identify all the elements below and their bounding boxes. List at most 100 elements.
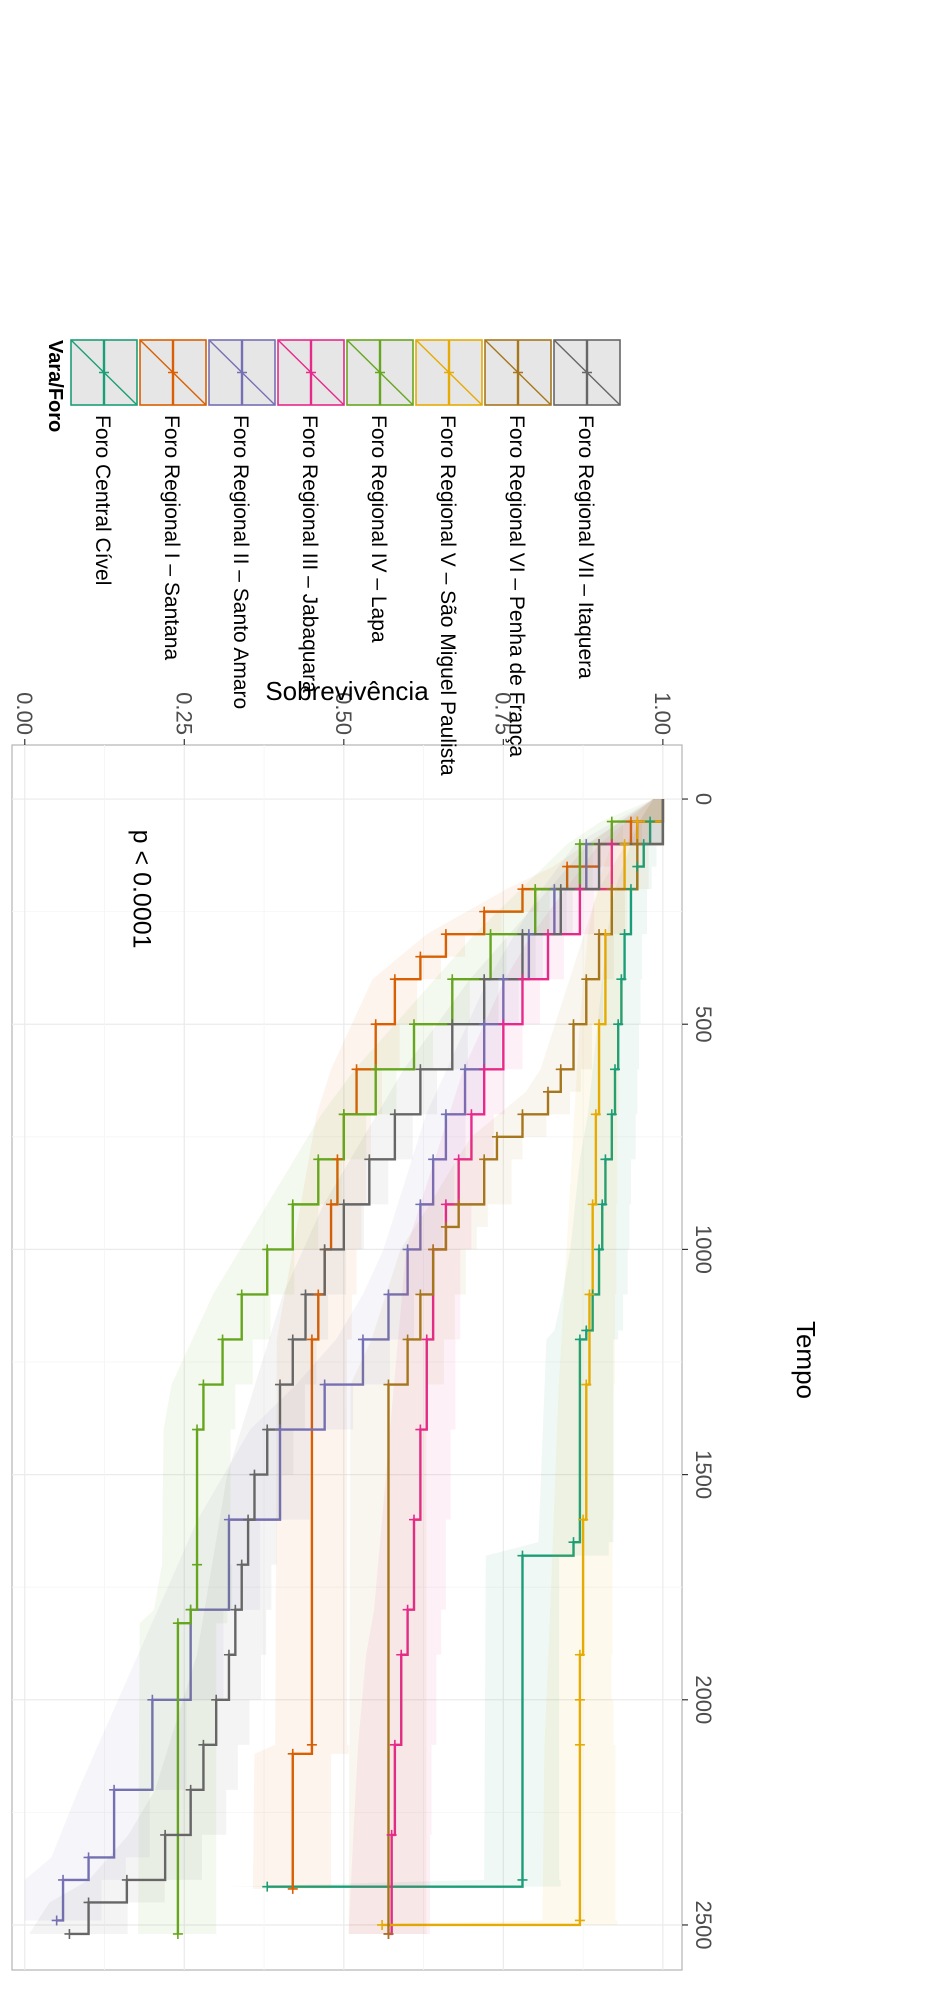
censor-mark	[211, 1694, 222, 1705]
censor-mark	[440, 1109, 451, 1120]
censor-mark	[198, 1379, 209, 1390]
legend-key: Foro Central Cível	[70, 339, 138, 585]
censor-mark	[389, 1739, 400, 1750]
censor-mark	[275, 1379, 285, 1390]
censor-mark	[606, 1109, 617, 1120]
censor-mark	[574, 1334, 585, 1345]
censor-mark	[597, 1199, 608, 1210]
censor-mark	[230, 1604, 241, 1615]
series-layer	[24, 799, 665, 1936]
legend-key-censor	[99, 367, 109, 378]
censor-mark	[338, 1109, 349, 1120]
censor-mark	[479, 1064, 490, 1075]
legend-key-censor	[237, 367, 247, 378]
y-tick-label: 0.00	[12, 692, 37, 735]
x-tick-label: 2000	[691, 1675, 716, 1724]
censor-mark	[555, 884, 566, 895]
censor-mark	[364, 1154, 375, 1165]
censor-mark	[236, 1289, 247, 1300]
censor-mark	[590, 1109, 601, 1120]
censor-mark	[306, 1334, 317, 1345]
censor-mark	[415, 1199, 426, 1210]
censor-mark	[606, 839, 617, 850]
plot-panel	[11, 744, 683, 1971]
censor-mark	[83, 1897, 94, 1908]
legend-label: Foro Regional I – Santana	[160, 415, 183, 660]
censor-mark	[396, 1649, 407, 1660]
censor-mark	[370, 1019, 381, 1030]
x-tick-label: 0	[691, 793, 716, 805]
legend-key: Foro Regional II – Santo Amaro	[208, 339, 276, 709]
legend-key: Foro Regional IV – Lapa	[346, 339, 414, 643]
censor-mark	[616, 974, 627, 985]
legend-key-censor	[375, 367, 385, 378]
censor-mark	[383, 1289, 394, 1300]
censor-mark	[613, 1019, 624, 1030]
censor-marks	[51, 816, 656, 1939]
censor-mark	[568, 1537, 579, 1548]
legend: Vara/Foro Foro Central Cível Foro Regiona…	[44, 339, 621, 776]
x-axis-title: Tempo	[791, 1321, 821, 1399]
censor-mark	[632, 816, 643, 827]
legend-key: Foro Regional VI – Penha de França	[484, 339, 552, 757]
legend-key: Foro Regional I – Santana	[139, 339, 207, 660]
censor-mark	[236, 1559, 247, 1570]
censor-mark	[262, 1244, 273, 1255]
censor-mark	[453, 1199, 464, 1210]
censor-mark	[440, 929, 451, 940]
censor-mark	[338, 1199, 349, 1210]
censor-mark	[625, 884, 636, 895]
censor-mark	[147, 1694, 158, 1705]
censor-mark	[574, 1915, 585, 1926]
censor-mark	[600, 1154, 611, 1165]
x-axis-ticks: 0 500 1000 1500 2000 2500	[682, 793, 716, 1949]
censor-mark	[440, 1221, 451, 1232]
y-tick-label: 0.75	[490, 692, 515, 735]
censor-mark	[402, 1334, 413, 1345]
x-tick-label: 1500	[691, 1450, 716, 1499]
censor-mark	[172, 1618, 183, 1629]
censor-mark	[306, 1739, 317, 1750]
censor-mark	[64, 1928, 75, 1939]
legend-key: Foro Regional III – Jabaquara	[277, 339, 345, 693]
censor-mark	[223, 1649, 234, 1660]
censor-mark	[389, 1109, 400, 1120]
censor-mark	[160, 1829, 171, 1840]
p-value-annotation: p < 0.0001	[127, 830, 155, 949]
censor-mark	[517, 1874, 528, 1885]
censor-mark	[517, 1109, 528, 1120]
censor-mark	[594, 929, 605, 940]
censor-mark	[370, 1064, 381, 1075]
censor-mark	[479, 1019, 490, 1030]
censor-mark	[479, 974, 490, 985]
censor-mark	[594, 1244, 605, 1255]
censor-mark	[249, 1469, 260, 1480]
censor-mark	[326, 1199, 337, 1210]
censor-mark	[498, 974, 509, 985]
censor-mark	[287, 1883, 298, 1894]
censor-mark	[383, 1379, 394, 1390]
series-confidence-band	[227, 799, 663, 1887]
legend-label: Foro Regional III – Jabaquara	[298, 415, 321, 693]
legend-key-censor	[168, 367, 178, 378]
rotated-chart-group: 0 500 1000 1500 2000 2500 1.00 0.75 0.50 0.25 0.0…	[11, 339, 821, 1971]
legend-key: Foro Regional VII – Itaquera	[553, 339, 621, 679]
censor-mark	[313, 1289, 324, 1300]
censor-mark	[555, 1064, 566, 1075]
x-tick-label: 2500	[691, 1900, 716, 1949]
censor-mark	[574, 839, 585, 850]
legend-key: Foro Regional V – São Miguel Paulista	[415, 339, 483, 776]
censor-mark	[357, 1334, 368, 1345]
censor-mark	[262, 1881, 273, 1892]
censor-mark	[479, 1154, 490, 1165]
censor-mark	[491, 1131, 502, 1142]
censor-mark	[530, 884, 541, 895]
censor-mark	[83, 1852, 94, 1863]
censor-mark	[517, 884, 528, 895]
censor-mark	[574, 884, 585, 895]
censor-mark	[574, 1739, 585, 1750]
censor-mark	[51, 1915, 62, 1926]
censor-mark	[415, 1289, 426, 1300]
censor-mark	[447, 1019, 458, 1030]
censor-mark	[594, 1019, 605, 1030]
